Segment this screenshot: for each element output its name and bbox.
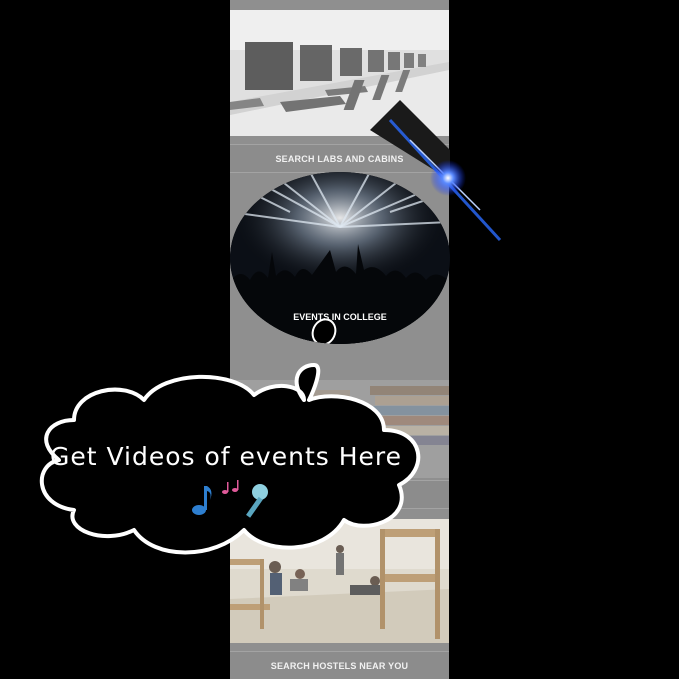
search-hostels-button[interactable]: SEARCH HOSTELS NEAR YOU [230, 651, 449, 679]
emoji-row [190, 480, 270, 520]
microphone-icon [246, 484, 268, 518]
search-hostels-label: SEARCH HOSTELS NEAR YOU [270, 660, 409, 671]
cloud-callout [39, 363, 421, 555]
events-spotlight-oval[interactable]: EVENTS IN COLLEGE [230, 172, 450, 344]
concert-photo [230, 172, 450, 344]
search-labs-label: SEARCH LABS AND CABINS [275, 153, 404, 164]
light-flare [370, 100, 502, 242]
hostel-image[interactable] [230, 519, 449, 643]
music-note-icon [192, 486, 212, 515]
events-caption[interactable]: EVENTS IN COLLEGE [293, 312, 387, 322]
music-notes-icon [222, 480, 239, 494]
callout-text[interactable]: Get Videos of events Here [49, 442, 403, 471]
